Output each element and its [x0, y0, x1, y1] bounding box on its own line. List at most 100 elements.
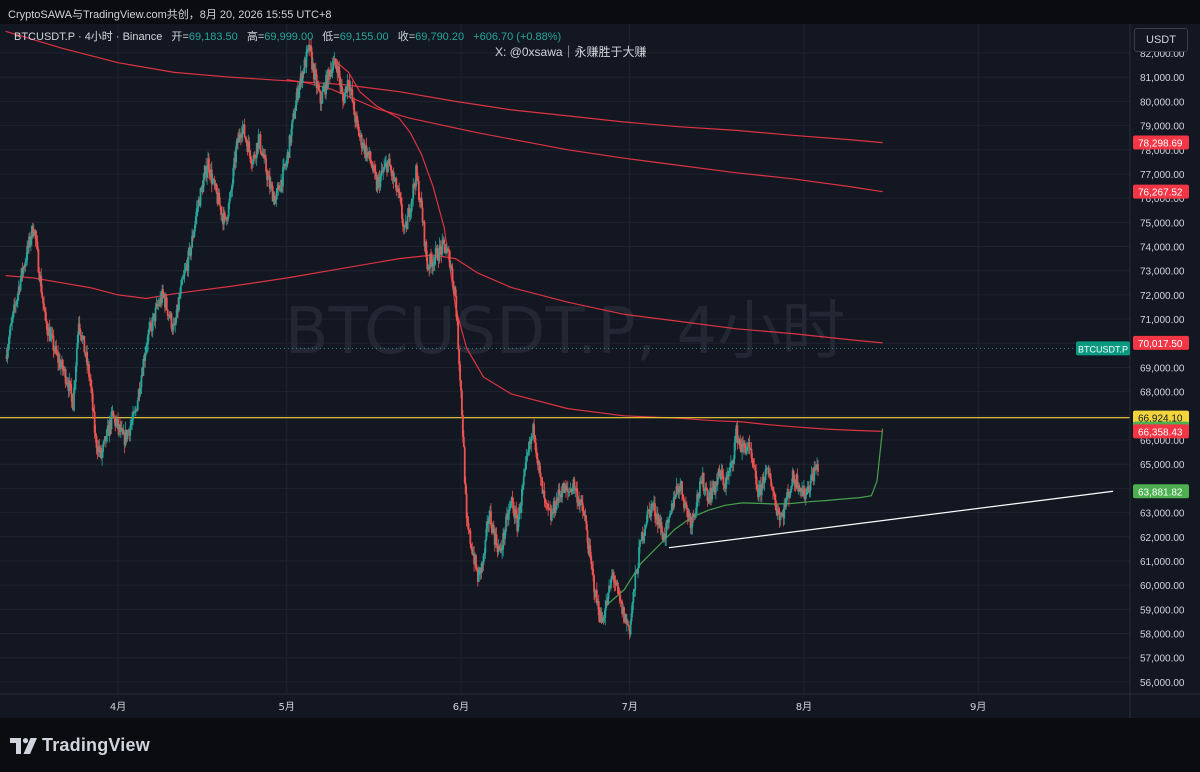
candle-body — [813, 467, 816, 482]
candle-body — [515, 509, 518, 515]
candle-body — [745, 447, 748, 454]
candle-body — [517, 519, 520, 532]
candle-body — [251, 163, 253, 165]
candle-body — [350, 88, 353, 90]
symbol-price-tag — [1076, 341, 1130, 356]
candle-body — [560, 494, 563, 498]
candle-body — [721, 470, 724, 476]
y-tick-label: 76,000.00 — [1140, 194, 1185, 205]
candle-body — [535, 442, 537, 453]
legend-symbol[interactable]: BTCUSDT.P · 4小时 · Binance — [14, 31, 163, 43]
candle-body — [442, 239, 445, 241]
y-tick-label: 75,000.00 — [1140, 218, 1185, 229]
candle-body — [547, 504, 550, 509]
candle-body — [265, 158, 268, 172]
candle-body — [557, 489, 560, 502]
candle-body — [464, 482, 467, 494]
chart-panel[interactable]: BTCUSDT.P, 4小时 56,000.00 57,000.00 58,000.0… — [0, 24, 1200, 718]
candle-body — [786, 492, 788, 501]
candle-body — [778, 511, 781, 521]
candle-body — [337, 66, 340, 74]
candle-body — [740, 446, 743, 453]
candle-body — [627, 625, 630, 627]
candle-body — [633, 589, 636, 592]
candle-body — [104, 436, 107, 442]
candle-body — [753, 465, 756, 467]
candle-body — [258, 134, 261, 136]
candle-body — [709, 488, 712, 503]
candle-body — [113, 416, 116, 418]
candle-body — [724, 484, 727, 489]
candle-body — [503, 532, 505, 539]
candle-body — [675, 486, 678, 496]
candle-body — [421, 207, 424, 223]
candle-body — [214, 183, 217, 186]
candle-body — [66, 382, 69, 385]
candle-body — [771, 486, 773, 490]
candle-body — [437, 260, 440, 261]
candle-body — [59, 359, 61, 369]
x-tick-label: 8月 — [796, 701, 812, 713]
candle-body — [499, 547, 502, 550]
candle-body — [449, 266, 452, 268]
candle-body — [332, 61, 335, 68]
candle-body — [609, 585, 611, 588]
candle-body — [154, 307, 157, 322]
candle-body — [272, 195, 275, 202]
candle-body — [444, 244, 446, 254]
candle-body — [804, 494, 807, 500]
candle-body — [473, 554, 476, 565]
candle-body — [605, 601, 608, 609]
candle-body — [99, 447, 102, 453]
candle-body — [622, 607, 624, 615]
candle-body — [252, 160, 254, 165]
candle-body — [278, 185, 281, 190]
y-tick-label: 74,000.00 — [1140, 243, 1185, 254]
candle-body — [779, 515, 782, 521]
moving-average-line-3 — [331, 57, 883, 432]
candle-body — [220, 206, 223, 216]
candle-body — [699, 480, 702, 482]
candle-body — [815, 466, 818, 471]
candle-body — [71, 393, 74, 408]
candle-body — [440, 248, 443, 255]
candle-body — [762, 476, 765, 484]
candle-body — [84, 352, 87, 356]
candle-body — [393, 180, 396, 182]
candle-body — [344, 86, 347, 93]
candle-body — [478, 567, 481, 570]
currency-button[interactable]: USDT — [1134, 28, 1188, 52]
candle-body — [459, 364, 461, 381]
candle-body — [64, 369, 67, 384]
candle-body — [339, 76, 342, 87]
candle-body — [555, 498, 558, 510]
candle-body — [164, 297, 167, 308]
candle-body — [774, 500, 777, 510]
candle-body — [452, 281, 455, 290]
candle-body — [512, 502, 515, 514]
candle-body — [88, 364, 90, 378]
price-chart[interactable]: BTCUSDT.P, 4小时 56,000.00 57,000.00 58,000.0… — [0, 24, 1200, 718]
candle-body — [121, 429, 124, 435]
candle-body — [342, 91, 344, 101]
candle-body — [363, 142, 366, 155]
candle-body — [18, 286, 21, 291]
candle-body — [396, 191, 399, 192]
candle-body — [461, 415, 464, 437]
candle-body — [625, 620, 628, 624]
candle-body — [199, 188, 202, 206]
candle-body — [372, 167, 374, 172]
candle-body — [705, 487, 708, 490]
candle-body — [527, 449, 530, 453]
candle-body — [569, 488, 572, 492]
candle-body — [648, 509, 651, 511]
candle-body — [10, 322, 13, 326]
candle-body — [669, 514, 671, 518]
brand-name[interactable]: TradingView — [42, 735, 150, 755]
y-tick-label: 78,000.00 — [1140, 146, 1185, 157]
price-label-text: 66,358.43 — [1138, 427, 1183, 438]
candle-body — [486, 520, 489, 529]
candle-body — [626, 620, 629, 626]
candle-body — [294, 110, 297, 119]
candle-body — [754, 466, 757, 471]
